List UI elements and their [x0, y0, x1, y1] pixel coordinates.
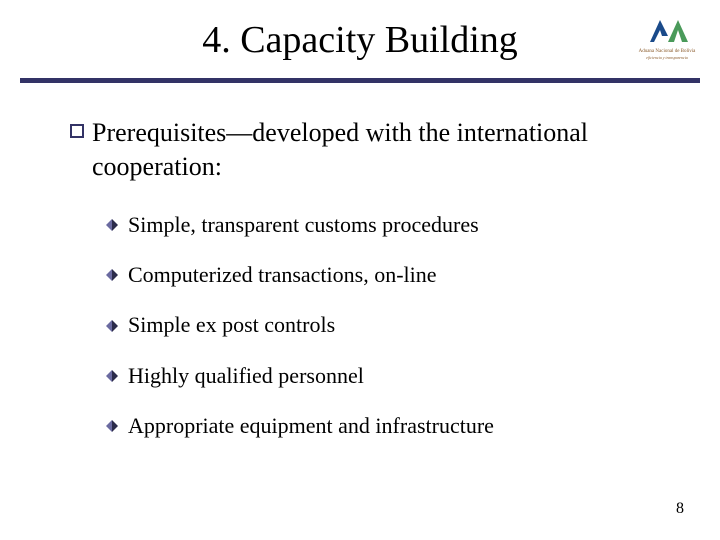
logo-icon: Aduana Nacional de Bolivia eficiencia y … [632, 12, 702, 64]
slide-title: 4. Capacity Building [0, 18, 720, 62]
content-area: Prerequisites—developed with the interna… [70, 116, 650, 464]
sub-bullet-list: Simple, transparent customs procedures C… [106, 212, 650, 440]
sub-bullet-text: Computerized transactions, on-line [128, 262, 437, 288]
svg-text:Aduana Nacional de Bolivia: Aduana Nacional de Bolivia [639, 49, 697, 54]
diamond-bullet-icon [106, 370, 118, 382]
main-bullet-item: Prerequisites—developed with the interna… [70, 116, 650, 184]
sub-bullet-text: Simple ex post controls [128, 312, 335, 338]
diamond-bullet-icon [106, 320, 118, 332]
list-item: Computerized transactions, on-line [106, 262, 650, 288]
diamond-bullet-icon [106, 269, 118, 281]
diamond-bullet-icon [106, 420, 118, 432]
title-area: 4. Capacity Building [0, 18, 720, 62]
list-item: Highly qualified personnel [106, 363, 650, 389]
square-bullet-icon [70, 124, 84, 138]
sub-bullet-text: Highly qualified personnel [128, 363, 364, 389]
sub-bullet-text: Appropriate equipment and infrastructure [128, 413, 494, 439]
list-item: Simple ex post controls [106, 312, 650, 338]
diamond-bullet-icon [106, 219, 118, 231]
list-item: Appropriate equipment and infrastructure [106, 413, 650, 439]
svg-text:eficiencia y transparencia: eficiencia y transparencia [646, 55, 688, 60]
org-logo: Aduana Nacional de Bolivia eficiencia y … [632, 12, 702, 64]
sub-bullet-text: Simple, transparent customs procedures [128, 212, 479, 238]
title-separator [20, 78, 700, 83]
page-number: 8 [676, 500, 684, 518]
list-item: Simple, transparent customs procedures [106, 212, 650, 238]
main-bullet-text: Prerequisites—developed with the interna… [92, 116, 650, 184]
